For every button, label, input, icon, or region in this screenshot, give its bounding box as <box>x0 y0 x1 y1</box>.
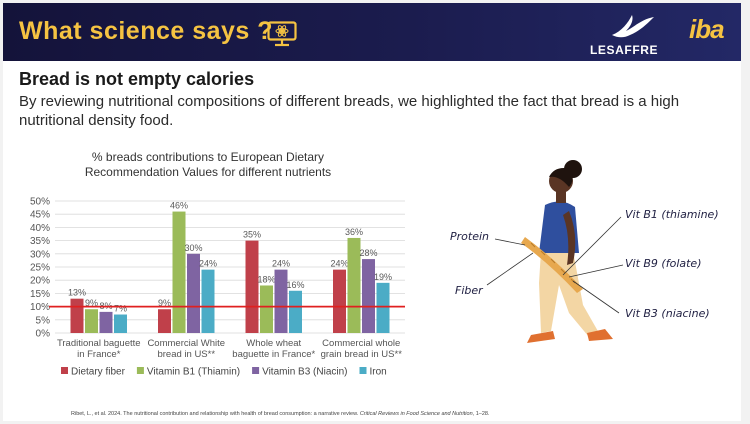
y-tick-label: 0% <box>36 329 51 340</box>
label-vit-b9: Vit B9 (folate) <box>625 257 702 270</box>
bar <box>172 211 186 333</box>
legend-entry: Iron <box>370 367 387 378</box>
legend-swatch <box>252 367 260 374</box>
bar <box>289 290 302 333</box>
bar-data-label: 19% <box>374 272 392 282</box>
bar <box>99 311 113 333</box>
y-tick-label: 10% <box>30 302 50 313</box>
bar-data-label: 7% <box>114 304 127 314</box>
bar-data-label: 24% <box>272 259 290 269</box>
bar <box>158 309 171 333</box>
slide: What science says ? LESAFFRE iba Bread i… <box>3 3 741 421</box>
bar <box>376 282 390 333</box>
legend-swatch <box>61 367 68 374</box>
bar-data-label: 18% <box>257 274 275 284</box>
computer-screen-icon <box>267 21 297 47</box>
bar-data-label: 16% <box>286 280 304 290</box>
woman-carrying-baguette-illustration <box>486 160 624 343</box>
bar-data-label: 35% <box>243 230 261 240</box>
x-category-label: Traditional baguette <box>57 338 141 349</box>
x-category-label: Commercial whole <box>322 338 400 349</box>
bar <box>187 253 200 333</box>
label-vit-b3: Vit B3 (niacine) <box>625 307 710 320</box>
banner-title: What science says ? <box>19 17 274 45</box>
legend-entry: Vitamin B3 (Niacin) <box>262 367 347 378</box>
chart-title-line: % breads contributions to European Dieta… <box>91 150 325 164</box>
legend-swatch <box>136 367 144 374</box>
x-category-label: grain bread in US** <box>321 349 403 360</box>
y-tick-label: 40% <box>30 223 50 234</box>
bar <box>362 259 375 333</box>
bar-data-label: 9% <box>158 298 171 308</box>
bird-logo-icon <box>612 15 654 38</box>
label-fiber: Fiber <box>455 284 483 297</box>
partner-logo: iba <box>689 14 725 44</box>
bar <box>274 269 288 333</box>
bar <box>347 237 361 333</box>
legend-entry: Vitamin B1 (Thiamin) <box>147 367 240 378</box>
x-category-label: in France* <box>77 349 121 360</box>
y-tick-label: 15% <box>30 289 50 300</box>
bar-data-label: 46% <box>170 201 188 211</box>
chart-title: % breads contributions to European Dieta… <box>63 150 353 180</box>
bar <box>245 240 259 333</box>
bar-data-label: 24% <box>199 259 217 269</box>
bar <box>85 309 98 333</box>
citation-authors: Ribet, L., et al. 2024. The nutritional … <box>71 411 359 417</box>
bar <box>201 269 215 333</box>
y-tick-label: 25% <box>30 263 50 274</box>
bar <box>260 285 273 333</box>
chart-title-line: Recommendation Values for different nutr… <box>84 165 332 179</box>
y-tick-label: 35% <box>30 236 50 247</box>
bar-data-label: 9% <box>85 298 98 308</box>
y-tick-label: 20% <box>30 276 50 287</box>
intro-paragraph: By reviewing nutritional compositions of… <box>19 93 680 129</box>
brand-logo-text: LESAFFRE <box>590 43 659 57</box>
citation-journal: Critical Reviews in Food Science and Nut… <box>359 411 473 417</box>
y-tick-label: 50% <box>30 197 50 208</box>
x-category-label: Commercial White <box>147 338 225 349</box>
citation-pages: , 1–28. <box>472 411 490 417</box>
bar-data-label: 30% <box>184 243 202 253</box>
bar <box>70 298 84 333</box>
legend-entry: Dietary fiber <box>71 367 126 378</box>
y-tick-label: 45% <box>30 210 50 221</box>
x-category-label: Whole wheat <box>246 338 301 349</box>
bar-data-label: 28% <box>359 248 377 258</box>
bar-data-label: 13% <box>68 288 86 298</box>
legend-swatch <box>359 367 367 374</box>
bar-data-label: 24% <box>330 259 348 269</box>
bar-data-label: 36% <box>345 227 363 237</box>
x-category-label: baguette in France* <box>232 349 315 360</box>
citation: Ribet, L., et al. 2024. The nutritional … <box>71 411 489 417</box>
x-category-label: bread in US** <box>157 349 215 360</box>
y-tick-label: 30% <box>30 249 50 260</box>
y-tick-label: 5% <box>36 315 51 326</box>
header-banner: What science says ? LESAFFRE iba <box>3 3 741 61</box>
bar <box>114 314 127 333</box>
slide-heading: Bread is not empty calories <box>19 69 255 89</box>
label-vit-b1: Vit B1 (thiamine) <box>625 208 719 221</box>
bar <box>333 269 346 333</box>
label-protein: Protein <box>450 230 489 243</box>
bar-chart: 0%5%10%15%20%25%30%35%40%45%50%13%9%35%2… <box>30 197 405 378</box>
